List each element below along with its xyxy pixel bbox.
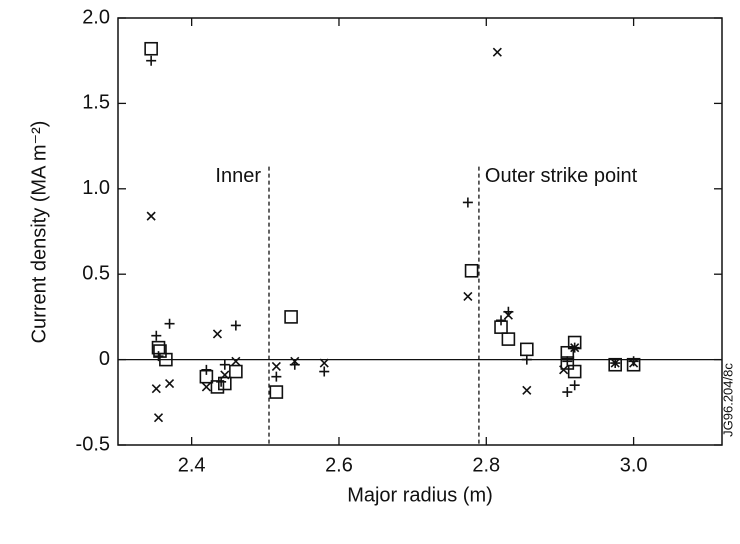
square-point [159,352,173,367]
x-axis-title: Major radius (m) [347,484,493,506]
cross-point [570,343,580,353]
plus-point [146,55,157,66]
cross-point [559,365,569,375]
plus-point [462,197,473,208]
cross-point [153,413,164,423]
cross-point [164,378,175,389]
cross-point [146,211,156,221]
cross-point [319,358,329,368]
y-tick-label: -0.5 [76,433,110,455]
square-point [210,380,225,394]
x-tick-label: 2.8 [472,454,500,476]
plus-point [271,371,282,382]
plus-point [230,320,241,331]
square-point [464,263,479,278]
plus-point [562,356,573,367]
y-tick-label: 0 [99,348,110,370]
x-tick-label: 2.6 [325,454,353,476]
y-tick-label: 0.5 [82,262,110,284]
plus-point [153,351,164,362]
cross-point [463,291,473,301]
cross-point [201,382,211,392]
cross-point [212,329,223,339]
x-tick-label: 2.4 [178,454,206,476]
plot-frame [117,17,723,446]
plus-point [164,318,175,329]
annotation: Outer strike point [485,165,638,187]
cross-point [290,356,300,366]
y-tick-label: 2.0 [82,6,110,28]
cross-point [610,358,620,368]
square-point [284,310,298,324]
plus-point [151,330,162,341]
plus-point [219,359,230,370]
plus-point [201,364,212,375]
figure-id: JG96.204/8c [720,363,735,437]
square-point [520,342,534,357]
y-axis-title: Current density (MA m⁻²) [28,121,50,344]
cross-point [522,385,532,395]
plus-point [521,354,532,365]
square-point [229,364,243,379]
plus-point [562,387,573,398]
cross-point [492,47,502,57]
cross-point [503,310,513,320]
y-tick-label: 1.5 [82,92,110,114]
cross-point [629,358,639,368]
annotation: Inner [215,165,261,187]
cross-point [271,361,281,371]
plus-point [496,315,507,326]
square-point [144,41,158,56]
square-point [567,364,582,379]
y-tick-label: 1.0 [82,177,110,199]
plus-point [628,356,639,367]
cross-point [231,356,241,366]
plus-point [569,380,580,391]
cross-point [151,384,161,394]
x-tick-label: 3.0 [620,454,648,476]
square-point [501,332,516,346]
plus-point [319,366,330,377]
square-point [269,385,284,399]
square-point [218,376,232,391]
cross-point [220,370,230,380]
